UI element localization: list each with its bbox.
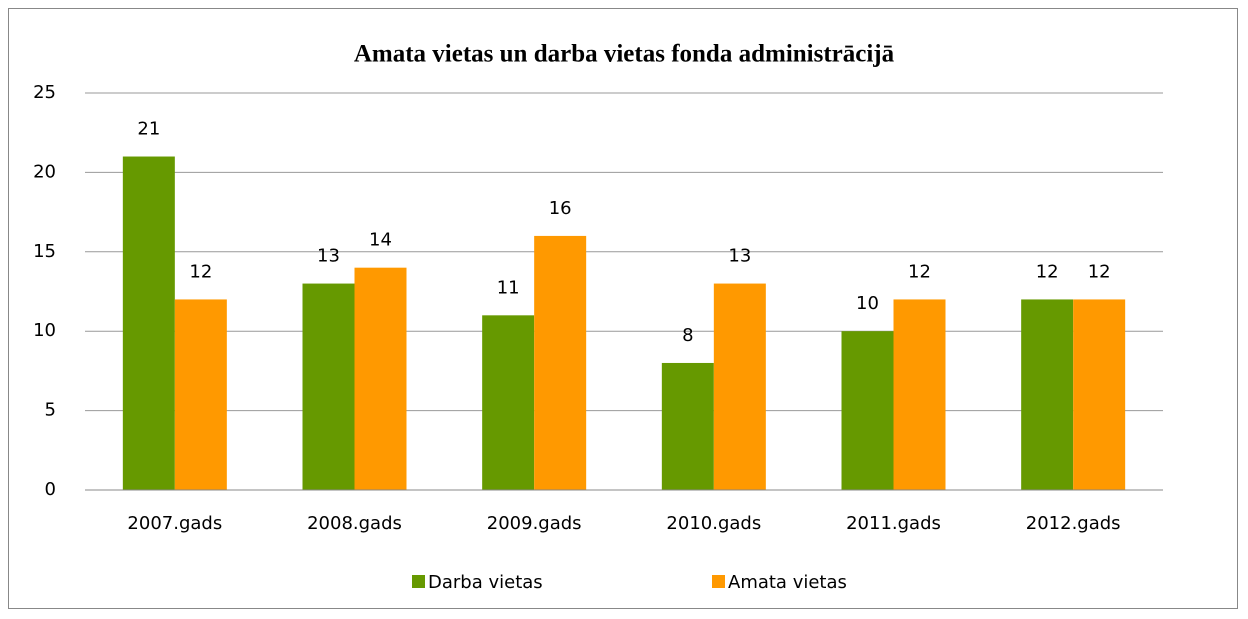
data-label: 11 xyxy=(497,277,520,298)
y-tick-label: 5 xyxy=(45,400,56,421)
data-label: 10 xyxy=(856,293,879,314)
data-label: 21 xyxy=(137,119,160,140)
bar xyxy=(1073,299,1126,490)
x-tick-label: 2011.gads xyxy=(846,513,941,534)
x-tick-label: 2009.gads xyxy=(487,513,582,534)
data-label: 12 xyxy=(1088,261,1111,282)
bar xyxy=(713,283,766,490)
data-label: 12 xyxy=(908,261,931,282)
y-tick-label: 0 xyxy=(45,479,56,500)
bar xyxy=(534,235,587,490)
bar xyxy=(841,331,894,490)
data-label: 16 xyxy=(549,198,572,219)
data-label: 12 xyxy=(1036,261,1059,282)
legend-label: Amata vietas xyxy=(728,572,847,593)
y-tick-label: 20 xyxy=(33,161,56,182)
legend-swatch xyxy=(412,575,425,588)
bar xyxy=(122,156,175,490)
data-label: 14 xyxy=(369,230,392,251)
data-label: 13 xyxy=(728,246,751,267)
x-tick-label: 2012.gads xyxy=(1026,513,1121,534)
bar xyxy=(354,267,407,490)
chart-title: Amata vietas un darba vietas fonda admin… xyxy=(354,41,895,68)
bar xyxy=(661,362,714,490)
legend-label: Darba vietas xyxy=(428,572,543,593)
y-tick-label: 15 xyxy=(33,241,56,262)
bar xyxy=(174,299,227,490)
data-label: 8 xyxy=(682,325,693,346)
legend-swatch xyxy=(712,575,725,588)
y-tick-label: 25 xyxy=(33,82,56,103)
x-tick-label: 2007.gads xyxy=(127,513,222,534)
bar xyxy=(893,299,946,490)
data-label: 13 xyxy=(317,246,340,267)
x-tick-label: 2008.gads xyxy=(307,513,402,534)
bar xyxy=(302,283,355,490)
bar xyxy=(1021,299,1074,490)
y-tick-label: 10 xyxy=(33,320,56,341)
bar xyxy=(482,315,535,490)
data-label: 12 xyxy=(189,261,212,282)
x-tick-label: 2010.gads xyxy=(666,513,761,534)
